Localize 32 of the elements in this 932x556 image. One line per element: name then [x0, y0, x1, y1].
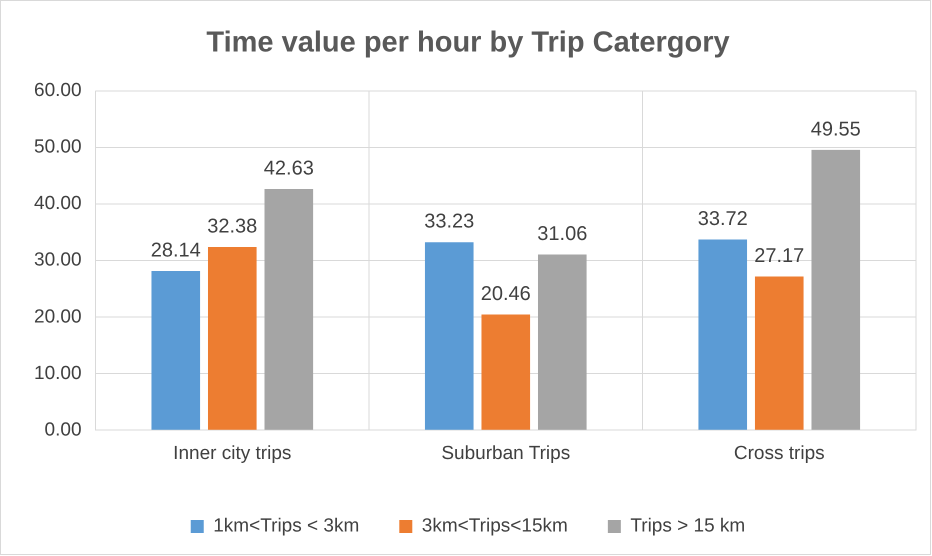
data-label: 33.23	[424, 210, 474, 233]
data-label: 27.17	[754, 245, 804, 268]
bar	[151, 271, 200, 430]
data-label: 31.06	[537, 223, 588, 246]
data-label: 42.63	[264, 158, 314, 180]
y-tick-label: 40.00	[34, 193, 82, 214]
x-tick-label: Suburban Trips	[441, 442, 570, 464]
bar	[208, 247, 257, 430]
data-label: 32.38	[207, 216, 258, 238]
y-tick-label: 50.00	[34, 136, 82, 158]
data-label: 28.14	[150, 240, 201, 262]
legend-label: 3km<Trips<15km	[422, 516, 568, 537]
y-tick-label: 10.00	[34, 362, 82, 384]
x-tick-label: Inner city trips	[173, 442, 292, 464]
chart-title: Time value per hour by Trip Catergory	[206, 26, 730, 58]
bar	[811, 150, 860, 430]
bar	[264, 189, 314, 430]
data-label: 49.55	[810, 118, 861, 140]
y-tick-label: 30.00	[34, 250, 82, 271]
bar	[698, 239, 748, 430]
y-tick-label: 20.00	[34, 306, 82, 328]
data-label: 20.46	[480, 282, 531, 305]
bar	[424, 242, 474, 430]
legend-label: 1km<Trips < 3km	[213, 516, 360, 537]
bar	[481, 314, 530, 430]
bar	[538, 254, 587, 430]
legend-label: Trips > 15 km	[630, 516, 746, 537]
data-label: 33.72	[698, 208, 748, 230]
bar	[754, 276, 804, 430]
x-tick-label: Cross trips	[734, 442, 825, 464]
y-tick-label: 60.00	[34, 80, 82, 102]
y-tick-label: 0.00	[44, 419, 82, 440]
